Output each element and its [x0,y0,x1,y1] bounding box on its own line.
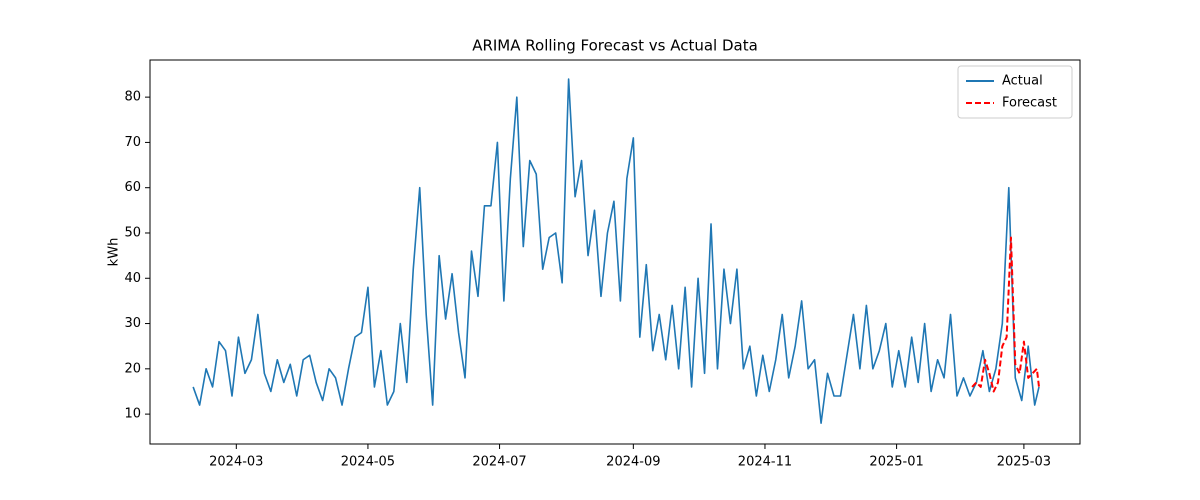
line-actual [192,78,1040,424]
legend-label: Forecast [1002,96,1057,111]
y-tick-label: 50 [124,225,141,240]
y-tick-label: 30 [124,316,141,331]
legend-box [957,65,1073,119]
x-tick-label: 2024-09 [606,455,660,470]
x-tick-label: 2024-11 [738,455,792,470]
legend-label: Actual [1002,74,1043,89]
x-tick-label: 2024-05 [341,455,395,470]
y-tick-label: 20 [124,361,141,376]
x-tick-label: 2024-07 [472,455,526,470]
plot-frame [149,59,1081,445]
y-tick-label: 60 [124,180,141,195]
line-forecast [971,236,1040,393]
x-tick-label: 2024-03 [209,455,263,470]
y-tick-label: 70 [124,135,141,150]
x-tick-label: 2025-01 [869,455,923,470]
y-axis-label: kWh [107,238,122,267]
x-tick-label: 2025-03 [997,455,1051,470]
y-tick-label: 40 [124,271,141,286]
chart-title: ARIMA Rolling Forecast vs Actual Data [472,37,758,55]
y-tick-label: 10 [124,407,141,422]
y-tick-label: 80 [124,90,141,105]
